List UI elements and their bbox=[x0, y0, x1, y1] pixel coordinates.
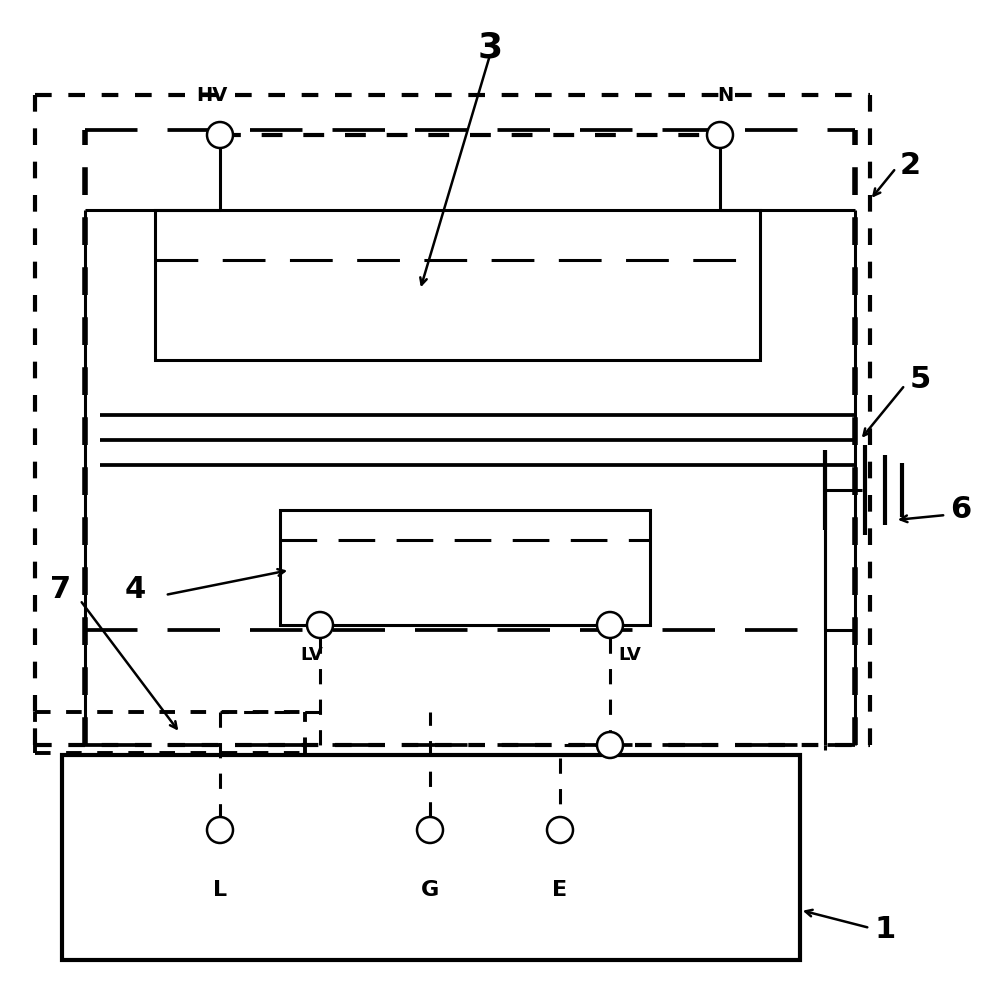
Circle shape bbox=[207, 817, 233, 843]
Text: 6: 6 bbox=[950, 495, 971, 524]
Circle shape bbox=[597, 612, 623, 638]
Circle shape bbox=[597, 732, 623, 758]
Text: N: N bbox=[717, 86, 733, 105]
Bar bbox=[155, 210, 760, 360]
Circle shape bbox=[417, 817, 443, 843]
Text: E: E bbox=[552, 880, 567, 900]
Text: G: G bbox=[421, 880, 439, 900]
Bar bbox=[280, 510, 650, 625]
Circle shape bbox=[707, 122, 733, 148]
Text: L: L bbox=[213, 880, 227, 900]
Text: LV: LV bbox=[618, 646, 641, 664]
Text: 7: 7 bbox=[50, 576, 71, 604]
Text: HV: HV bbox=[196, 86, 227, 105]
Text: LV: LV bbox=[301, 646, 323, 664]
Circle shape bbox=[307, 612, 333, 638]
Circle shape bbox=[547, 817, 573, 843]
Text: 2: 2 bbox=[900, 150, 921, 180]
Text: 4: 4 bbox=[125, 576, 146, 604]
Circle shape bbox=[207, 122, 233, 148]
Text: 3: 3 bbox=[478, 30, 502, 64]
Bar bbox=[62, 755, 800, 960]
Text: 1: 1 bbox=[875, 916, 896, 944]
Text: 5: 5 bbox=[910, 365, 931, 394]
